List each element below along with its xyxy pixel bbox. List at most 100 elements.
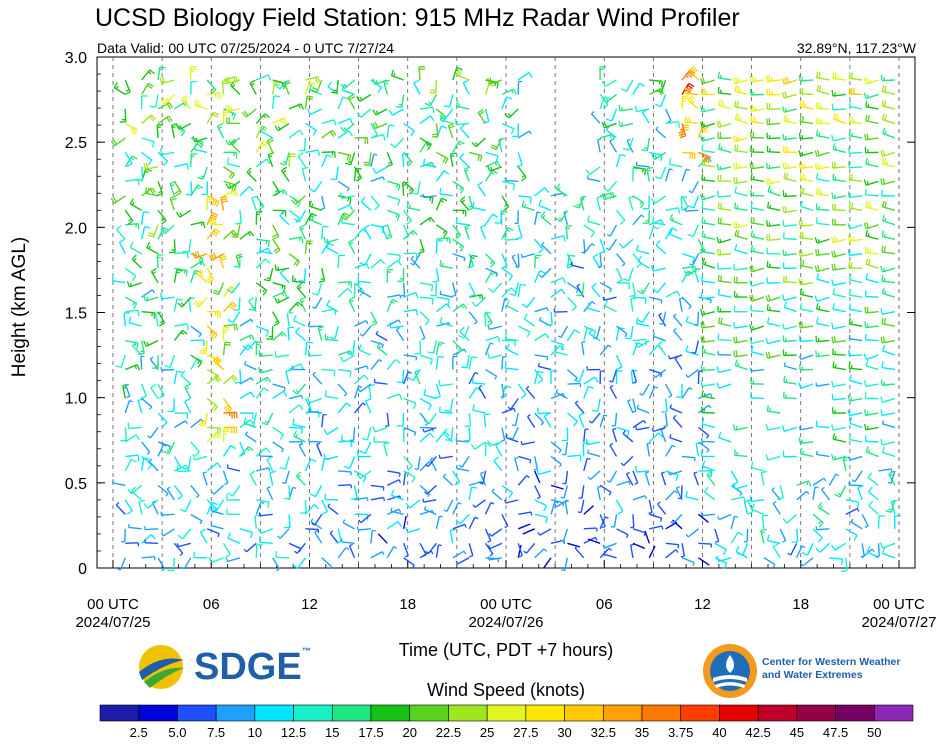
wind-barb-feather bbox=[586, 175, 589, 179]
wind-barb bbox=[539, 528, 552, 536]
wind-barb-feather bbox=[177, 495, 183, 500]
wind-barb bbox=[358, 349, 372, 356]
wind-barb bbox=[672, 513, 683, 525]
wind-barb-feather bbox=[221, 200, 228, 203]
wind-barb-feather bbox=[296, 201, 301, 208]
wind-barb-feather bbox=[885, 510, 892, 513]
wind-barb-feather bbox=[752, 247, 755, 252]
wind-barb-feather bbox=[750, 173, 753, 180]
wind-barb-feather bbox=[837, 492, 842, 496]
wind-barb-feather bbox=[689, 97, 695, 103]
wind-barb bbox=[190, 260, 202, 269]
wind-barb-feather bbox=[832, 113, 837, 120]
wind-barb bbox=[534, 548, 545, 559]
wind-barb bbox=[327, 505, 339, 515]
colorbar-label: 22.5 bbox=[436, 725, 461, 740]
wind-barb bbox=[771, 489, 781, 501]
wind-barb-feather bbox=[867, 259, 871, 266]
wind-barb-feather bbox=[818, 85, 822, 92]
colorbar-swatch bbox=[99, 704, 140, 722]
wind-barb-feather bbox=[621, 87, 627, 92]
wind-barb-feather bbox=[669, 434, 672, 438]
wind-barb-feather bbox=[378, 359, 383, 363]
wind-barb bbox=[646, 443, 650, 457]
wind-barb bbox=[514, 412, 519, 426]
wind-barb-feather bbox=[510, 287, 516, 293]
wind-barb-feather bbox=[159, 148, 163, 155]
wind-barb-feather bbox=[661, 471, 666, 474]
wind-barb bbox=[790, 542, 798, 556]
wind-barb bbox=[419, 397, 432, 406]
wind-barb-feather bbox=[446, 303, 451, 309]
wind-barb-feather bbox=[343, 212, 350, 217]
wind-barb bbox=[550, 288, 562, 298]
wind-barb-feather bbox=[459, 326, 465, 332]
wind-barb-feather bbox=[225, 139, 230, 146]
wind-barb bbox=[687, 368, 699, 378]
wind-barb-feather bbox=[260, 368, 263, 373]
wind-barb bbox=[698, 151, 711, 158]
wind-barb bbox=[321, 458, 325, 472]
wind-barb bbox=[256, 467, 270, 472]
wind-barb-feather bbox=[602, 296, 605, 301]
wind-barb bbox=[649, 525, 663, 530]
wind-barb-feather bbox=[324, 390, 328, 397]
wind-barb-feather bbox=[199, 421, 206, 425]
wind-barb bbox=[882, 451, 896, 458]
wind-barb-feather bbox=[766, 261, 769, 268]
wind-barb bbox=[646, 168, 650, 182]
wind-barb bbox=[653, 426, 666, 433]
wind-barb-feather bbox=[736, 85, 740, 93]
wind-barb bbox=[423, 394, 437, 400]
wind-barb-feather bbox=[543, 548, 547, 552]
wind-barb bbox=[604, 79, 617, 88]
wind-barb-feather bbox=[459, 123, 466, 129]
wind-barb bbox=[452, 502, 459, 515]
wind-barb-feather bbox=[884, 114, 888, 121]
wind-barb-feather bbox=[632, 410, 636, 413]
wind-barb-feather bbox=[328, 566, 332, 570]
colorbar-swatch bbox=[873, 704, 914, 722]
wind-barb-feather bbox=[715, 540, 719, 543]
wind-barb-feather bbox=[305, 409, 312, 414]
wind-barb-feather bbox=[115, 85, 119, 90]
wind-barb bbox=[783, 237, 797, 240]
wind-barb-feather bbox=[438, 341, 445, 345]
wind-barb bbox=[489, 166, 503, 172]
wind-barb-feather bbox=[300, 299, 305, 303]
wind-barb-feather bbox=[267, 240, 270, 247]
wind-barb bbox=[227, 557, 241, 563]
wind-barb-feather bbox=[847, 409, 851, 416]
wind-barb-feather bbox=[487, 540, 492, 543]
wind-barb bbox=[119, 557, 126, 571]
wind-barb bbox=[795, 528, 799, 542]
wind-barb-feather bbox=[300, 103, 304, 110]
wind-barb-feather bbox=[602, 104, 609, 109]
wind-barb bbox=[202, 472, 208, 486]
wind-barb-feather bbox=[161, 568, 166, 572]
wind-barb bbox=[435, 515, 440, 529]
wind-barb-feather bbox=[487, 440, 491, 447]
wind-barb-feather bbox=[848, 317, 851, 325]
wind-barb-feather bbox=[431, 298, 434, 305]
wind-barb-feather bbox=[863, 353, 867, 360]
wind-barb-feather bbox=[274, 125, 279, 132]
wind-barb-feather bbox=[458, 501, 462, 505]
wind-barb bbox=[338, 151, 351, 156]
wind-barb bbox=[816, 135, 830, 139]
colorbar-label: 15 bbox=[325, 725, 339, 740]
colorbar-label: 3.75 bbox=[668, 725, 693, 740]
wind-barb bbox=[391, 108, 404, 116]
wind-barb bbox=[276, 556, 290, 559]
wind-barb-feather bbox=[680, 128, 684, 131]
wind-barb bbox=[321, 242, 329, 255]
wind-barb bbox=[534, 238, 544, 250]
wind-barb-feather bbox=[834, 493, 841, 498]
wind-barb-feather bbox=[235, 324, 238, 331]
wind-barb-feather bbox=[623, 147, 630, 151]
wind-barb bbox=[230, 142, 241, 153]
wind-barb-feather bbox=[372, 109, 377, 116]
wind-barb-feather bbox=[733, 263, 736, 270]
wind-barb-feather bbox=[541, 241, 545, 246]
wind-barb bbox=[832, 137, 846, 142]
